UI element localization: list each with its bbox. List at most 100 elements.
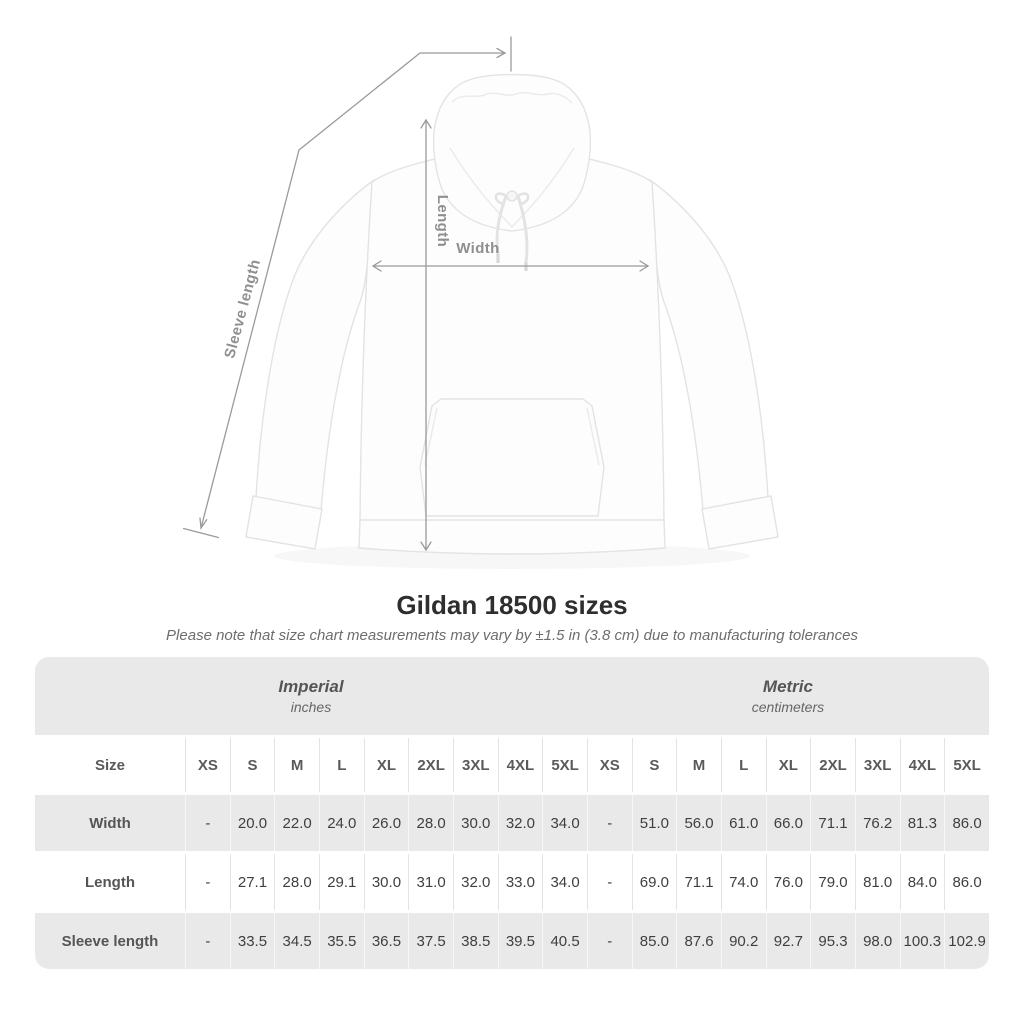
size-col-header: 4XL [497, 738, 543, 792]
drawstring-loop-left [494, 192, 507, 206]
size-value-cell: 28.0 [408, 795, 453, 851]
width-arrow [371, 260, 650, 272]
size-col-header: S [631, 738, 677, 792]
size-col-header: 3XL [854, 738, 900, 792]
drawstring-left [495, 195, 508, 255]
size-col-header: 4XL [899, 738, 945, 792]
tolerance-note: Please note that size chart measurements… [166, 627, 858, 644]
size-value-cell: 84.0 [899, 854, 945, 910]
size-value-cell: 30.0 [363, 854, 409, 910]
imperial-label: Imperial [278, 676, 344, 696]
metric-label: Metric [762, 676, 813, 696]
size-value-cell: 86.0 [944, 795, 989, 851]
size-header-cell: Size [35, 738, 185, 792]
size-value-cell: 32.0 [452, 854, 498, 910]
drawstring-right [516, 195, 529, 263]
size-value-cell: 51.0 [631, 795, 677, 851]
page-title: Gildan 18500 sizes [396, 590, 628, 620]
size-value-cell: - [586, 795, 632, 851]
size-value-cell: 61.0 [720, 795, 766, 851]
size-value-cell: 76.0 [765, 854, 811, 910]
size-value-cell: 100.3 [899, 913, 945, 969]
size-value-cell: 39.5 [497, 913, 543, 969]
size-value-cell: 38.5 [452, 913, 498, 969]
pocket-stitch-left [424, 407, 438, 466]
size-value-cell: 81.3 [899, 795, 945, 851]
hoodie-measurement-diagram: Width Length Sleeve length [182, 36, 779, 555]
size-value-cell: 102.9 [944, 913, 989, 969]
hood [433, 73, 591, 232]
length-label: Length [434, 195, 451, 247]
size-value-cell: 87.6 [676, 913, 721, 969]
size-col-header: XL [363, 738, 409, 792]
row-label: Length [35, 854, 185, 910]
size-value-cell: - [185, 913, 230, 969]
size-value-cell: 34.0 [542, 854, 587, 910]
size-value-cell: 27.1 [229, 854, 275, 910]
hood-opening [449, 147, 575, 229]
size-col-header: 2XL [810, 738, 855, 792]
size-col-header: XS [185, 738, 230, 792]
size-col-header: XS [586, 738, 632, 792]
drawstring-loop-right [517, 192, 530, 206]
size-col-header: M [274, 738, 319, 792]
row-label: Sleeve length [35, 913, 185, 969]
hem-band [358, 519, 666, 555]
measurement-row: Sleeve length -33.5 34.5 35.5 36.5 37.5 38.5 39… [35, 913, 989, 969]
size-value-cell: 71.1 [810, 795, 855, 851]
left-sleeve [255, 178, 375, 511]
measurement-row: Width -20.0 22.0 24.0 26.0 28.0 30.0 32.0 34.0-5… [35, 795, 989, 851]
size-value-cell: 86.0 [944, 854, 989, 910]
size-col-header: XL [765, 738, 811, 792]
metric-sublabel: centimeters [751, 698, 825, 715]
right-cuff [701, 495, 779, 550]
size-value-cell: 71.1 [676, 854, 721, 910]
unit-band-row: Imperial inches Metric centimeters [35, 657, 989, 735]
size-value-cell: 79.0 [810, 854, 855, 910]
size-value-cell: 98.0 [854, 913, 900, 969]
size-value-cell: 37.5 [408, 913, 453, 969]
size-value-cell: 66.0 [765, 795, 811, 851]
hoodie-illustration: Width Length Sleeve length [182, 36, 779, 555]
size-value-cell: 32.0 [497, 795, 543, 851]
size-value-cell: 24.0 [318, 795, 364, 851]
imperial-band: Imperial inches [35, 657, 587, 735]
size-value-cell: - [586, 854, 632, 910]
pocket-stitch-right [586, 407, 600, 466]
size-value-cell: 22.0 [274, 795, 319, 851]
hood-ruffle [451, 91, 573, 104]
measurement-row: Length -27.1 28.0 29.1 30.0 31.0 32.0 33.0 34.0-… [35, 854, 989, 910]
right-sleeve [649, 178, 769, 511]
size-value-cell: 29.1 [318, 854, 364, 910]
left-cuff [245, 495, 323, 550]
size-table: Imperial inches Metric centimeters Size … [35, 654, 989, 972]
size-value-cell: 36.5 [363, 913, 409, 969]
size-col-header: L [720, 738, 766, 792]
row-label: Width [35, 795, 185, 851]
size-col-header: S [229, 738, 275, 792]
size-value-cell: 85.0 [631, 913, 677, 969]
size-value-cell: 31.0 [408, 854, 453, 910]
size-col-header: M [676, 738, 721, 792]
size-value-cell: 30.0 [452, 795, 498, 851]
size-col-header: 5XL [944, 738, 989, 792]
size-value-cell: 95.3 [810, 913, 855, 969]
size-col-header: 2XL [408, 738, 453, 792]
size-col-header: L [318, 738, 364, 792]
size-value-cell: 20.0 [229, 795, 275, 851]
size-value-cell: 92.7 [765, 913, 811, 969]
size-value-cell: 56.0 [676, 795, 721, 851]
size-value-cell: 34.5 [274, 913, 319, 969]
size-value-cell: 76.2 [854, 795, 900, 851]
size-value-cell: 33.0 [497, 854, 543, 910]
size-value-cell: 28.0 [274, 854, 319, 910]
sleeve-length-arrow [182, 36, 512, 539]
imperial-sublabel: inches [290, 698, 332, 715]
size-value-cell: 69.0 [631, 854, 677, 910]
size-value-cell: 35.5 [318, 913, 364, 969]
size-value-cell: 40.5 [542, 913, 587, 969]
size-value-cell: 26.0 [363, 795, 409, 851]
size-value-cell: - [185, 795, 230, 851]
size-value-cell: - [586, 913, 632, 969]
size-header-row: Size XS S M L XL 2XL 3XL 4XL 5XL XS S M L XL 2XL 3XL 4XL… [35, 738, 989, 792]
